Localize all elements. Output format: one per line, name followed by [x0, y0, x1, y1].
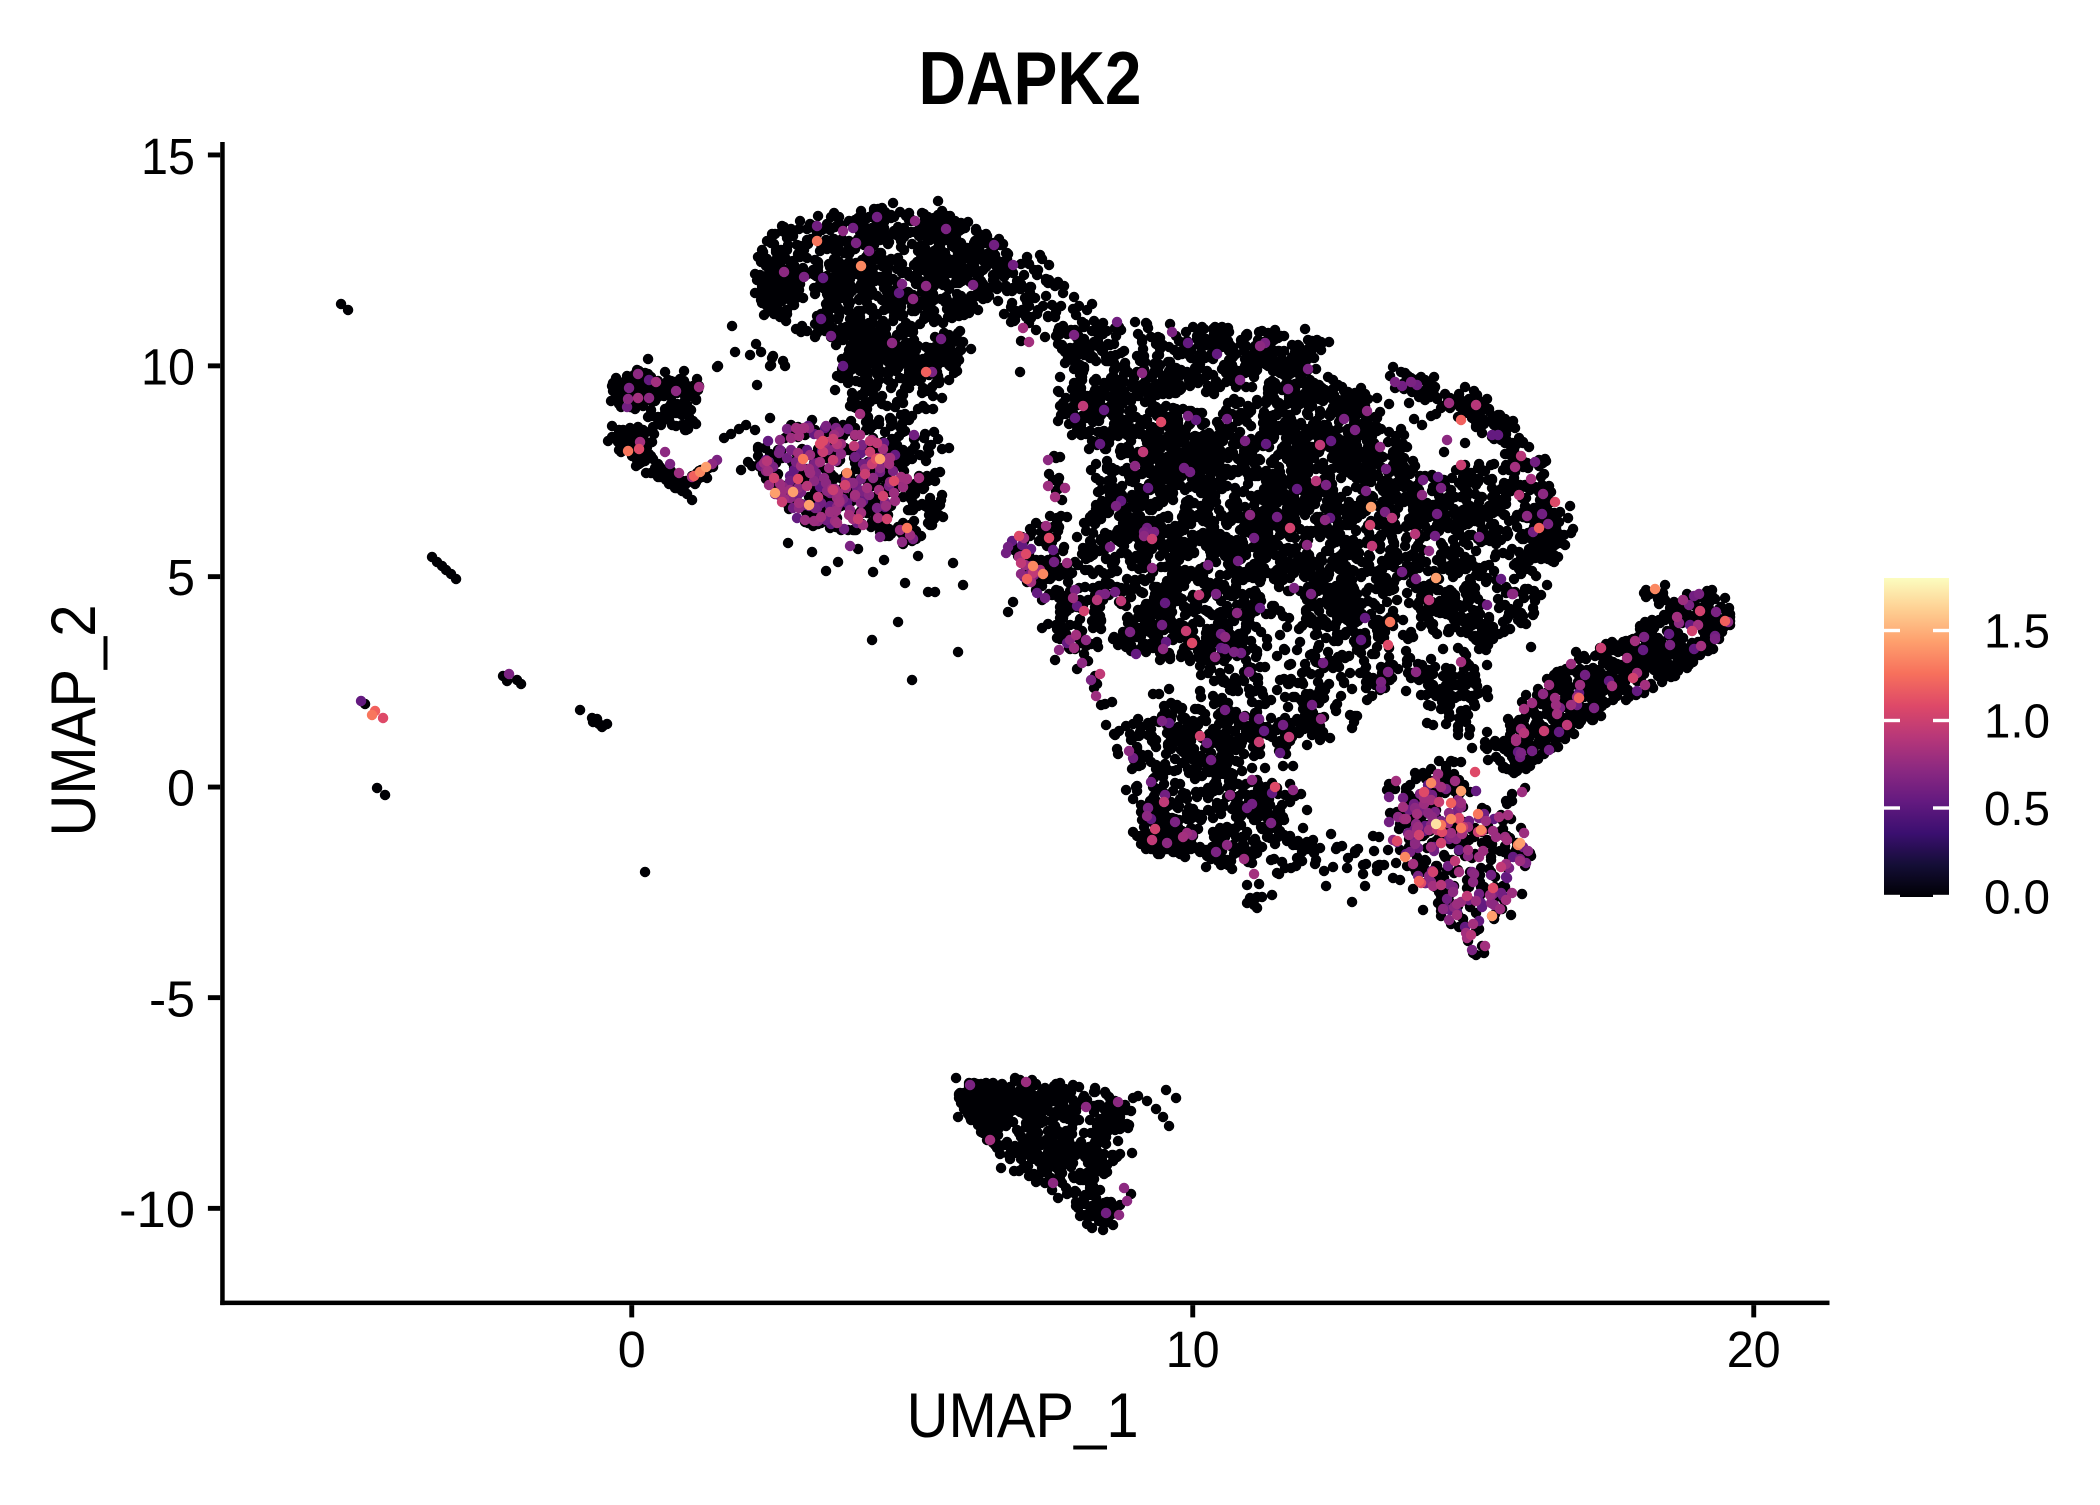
svg-text:20: 20	[1727, 1321, 1781, 1378]
svg-text:UMAP_2: UMAP_2	[39, 605, 109, 837]
svg-text:DAPK2: DAPK2	[919, 36, 1142, 120]
svg-text:0: 0	[167, 760, 195, 817]
svg-text:1.0: 1.0	[1984, 696, 2050, 749]
svg-text:UMAP_1: UMAP_1	[907, 1381, 1139, 1451]
svg-text:10: 10	[141, 339, 195, 396]
svg-text:0.0: 0.0	[1984, 872, 2050, 925]
svg-text:15: 15	[141, 128, 195, 185]
svg-text:-5: -5	[149, 970, 195, 1027]
svg-text:10: 10	[1166, 1321, 1220, 1378]
svg-text:-10: -10	[119, 1181, 195, 1238]
svg-text:5: 5	[167, 549, 195, 606]
svg-text:0: 0	[618, 1321, 646, 1378]
svg-text:1.5: 1.5	[1984, 606, 2050, 659]
svg-text:0.5: 0.5	[1984, 783, 2050, 836]
